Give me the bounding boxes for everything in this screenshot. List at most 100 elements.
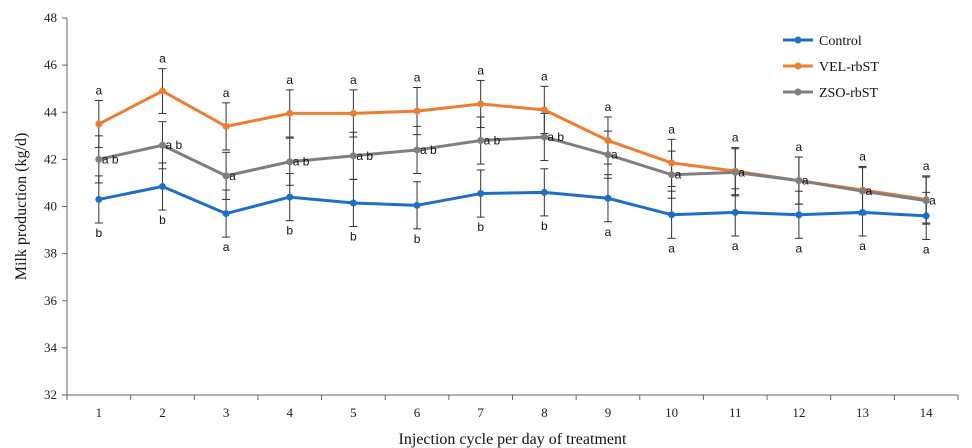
x-tick-label: 1 bbox=[96, 405, 103, 420]
data-point bbox=[95, 120, 103, 128]
data-point bbox=[349, 109, 357, 117]
data-point bbox=[731, 168, 739, 176]
x-tick-label: 6 bbox=[414, 405, 421, 420]
x-tick-label: 2 bbox=[159, 405, 166, 420]
significance-letter: a bbox=[414, 71, 421, 85]
significance-letter: a bbox=[223, 240, 230, 254]
significance-letter: a bbox=[732, 239, 739, 253]
significance-letter: a bbox=[796, 241, 803, 255]
y-tick-label: 36 bbox=[44, 293, 58, 308]
x-tick-label: 14 bbox=[920, 405, 934, 420]
significance-letter: b bbox=[414, 232, 421, 246]
significance-letter: b bbox=[350, 230, 357, 244]
data-point bbox=[604, 151, 612, 159]
data-point bbox=[95, 195, 103, 203]
data-point bbox=[286, 109, 294, 117]
legend-swatch-marker bbox=[794, 36, 802, 44]
data-point bbox=[349, 199, 357, 207]
x-axis-ticks: 1 2 3 4 5 6 7 8 9 10 11 12 13 14 bbox=[66, 395, 959, 420]
significance-letter: a b bbox=[102, 152, 119, 166]
significance-letter: a bbox=[866, 184, 873, 198]
data-point bbox=[222, 122, 230, 130]
x-tick-label: 4 bbox=[287, 405, 294, 420]
significance-letter: a bbox=[95, 83, 102, 97]
data-points bbox=[95, 87, 930, 220]
significance-letter: a bbox=[859, 239, 866, 253]
data-point bbox=[668, 211, 676, 219]
significance-letter: b bbox=[286, 224, 293, 238]
legend: Control VEL-rbST ZSO-rbST bbox=[783, 34, 879, 101]
y-tick-label: 42 bbox=[44, 151, 57, 166]
data-point bbox=[158, 141, 166, 149]
significance-letter: a bbox=[796, 140, 803, 154]
data-point bbox=[795, 177, 803, 185]
significance-letter: a bbox=[923, 159, 930, 173]
data-point bbox=[859, 187, 867, 195]
data-point bbox=[286, 158, 294, 166]
x-axis-title: Injection cycle per day of treatment bbox=[399, 431, 627, 448]
y-axis-ticks: 32 34 36 38 40 42 44 46 48 bbox=[44, 10, 67, 402]
significance-letter: a bbox=[541, 69, 548, 83]
data-point bbox=[222, 210, 230, 218]
significance-letter: a bbox=[675, 168, 682, 182]
significance-letter: a bbox=[738, 165, 745, 179]
data-point bbox=[158, 87, 166, 95]
data-point bbox=[604, 194, 612, 202]
significance-letter: a b bbox=[420, 143, 437, 157]
x-tick-label: 7 bbox=[477, 405, 484, 420]
data-point bbox=[668, 159, 676, 167]
data-point bbox=[540, 133, 548, 141]
significance-letter: a bbox=[229, 169, 236, 183]
significance-letter: b bbox=[159, 213, 166, 227]
data-point bbox=[540, 106, 548, 114]
significance-letter: a bbox=[223, 86, 230, 100]
data-point bbox=[859, 208, 867, 216]
data-point bbox=[477, 137, 485, 145]
data-point bbox=[158, 182, 166, 190]
significance-letter: b bbox=[541, 219, 548, 233]
y-tick-label: 38 bbox=[44, 246, 57, 261]
x-tick-label: 12 bbox=[792, 405, 805, 420]
data-point bbox=[477, 190, 485, 198]
y-tick-label: 48 bbox=[44, 10, 57, 25]
x-tick-label: 10 bbox=[665, 405, 678, 420]
significance-letter: a bbox=[605, 100, 612, 114]
legend-label: ZSO-rbST bbox=[819, 86, 879, 101]
significance-letter: a bbox=[350, 73, 357, 87]
y-tick-label: 46 bbox=[44, 57, 58, 72]
data-point bbox=[604, 137, 612, 145]
significance-letter: a b bbox=[165, 138, 182, 152]
data-point bbox=[222, 172, 230, 180]
y-tick-label: 34 bbox=[44, 340, 58, 355]
significance-letter: a b bbox=[547, 130, 564, 144]
data-point bbox=[349, 152, 357, 160]
data-point bbox=[413, 107, 421, 115]
series-lines bbox=[98, 89, 927, 218]
significance-letter: a b bbox=[484, 134, 501, 148]
legend-swatch-marker bbox=[794, 62, 802, 70]
x-tick-label: 9 bbox=[605, 405, 612, 420]
significance-letter: b bbox=[477, 220, 484, 234]
y-tick-label: 32 bbox=[44, 387, 57, 402]
legend-swatch-marker bbox=[794, 88, 802, 96]
legend-label: VEL-rbST bbox=[819, 60, 879, 75]
x-tick-label: 13 bbox=[856, 405, 869, 420]
significance-letter: a bbox=[605, 225, 612, 239]
significance-letters: b b a b b b b b a a a a a a a a a a a a a a a a a a a a a b a b a a b a … bbox=[95, 52, 936, 257]
significance-letter: a bbox=[732, 131, 739, 145]
significance-letter: a bbox=[159, 52, 166, 66]
significance-letter: a bbox=[668, 241, 675, 255]
data-point bbox=[413, 201, 421, 209]
significance-letter: a b bbox=[293, 155, 310, 169]
x-tick-label: 5 bbox=[350, 405, 357, 420]
data-point bbox=[668, 171, 676, 179]
data-point bbox=[540, 188, 548, 196]
significance-letter: a bbox=[668, 122, 675, 136]
data-point bbox=[922, 212, 930, 220]
data-point bbox=[731, 208, 739, 216]
data-point bbox=[286, 193, 294, 201]
data-point bbox=[922, 197, 930, 205]
significance-letter: a bbox=[802, 174, 809, 188]
significance-letter: b bbox=[95, 226, 102, 240]
